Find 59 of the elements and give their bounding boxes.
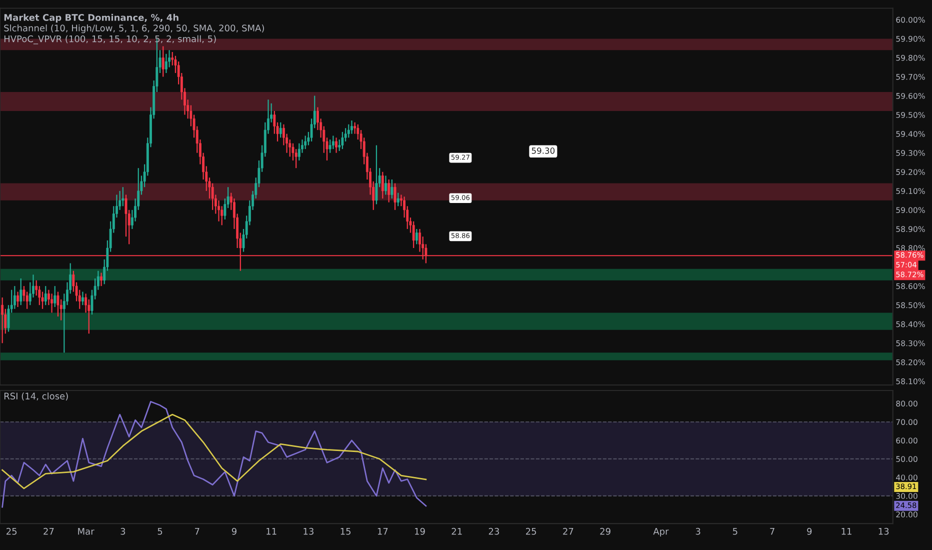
x-tick-label: 7 (770, 528, 774, 535)
x-tick-label: 3 (120, 528, 126, 535)
x-tick-label: 3 (696, 528, 700, 535)
x-tick-label: Mar (78, 528, 94, 535)
candlestick (162, 46, 164, 78)
text: Slchannel (10, High/Low, 5, 1, 6, 290, 50, SMA, 200, SMA) HVPoC_VPVR (100, 15, 15, 10, 2, 5, 2, small, 5) (4, 24, 264, 44)
x-tick-label: 11 (266, 528, 276, 535)
x-tick-label: 13 (304, 528, 314, 535)
candlestick (388, 178, 390, 203)
candlestick (350, 120, 353, 134)
x-tick-label: 17 (378, 528, 388, 535)
candlestick (279, 122, 282, 138)
candlestick (56, 291, 60, 318)
x-tick-label: 25 (6, 528, 17, 535)
candlestick (384, 175, 387, 196)
candlestick (122, 186, 124, 207)
candlestick (54, 286, 56, 308)
x-tick-label: Apr (653, 528, 669, 537)
x-tick-label: 15 (340, 528, 350, 535)
x-tick-label: 11 (842, 528, 852, 535)
candlestick (381, 171, 384, 200)
candlestick (13, 286, 16, 310)
candlestick (375, 144, 378, 205)
annotation: 59.30 (532, 148, 555, 154)
x-tick-label: 13 (878, 528, 889, 535)
candlestick (341, 131, 344, 150)
candlestick (81, 291, 84, 306)
x-tick-label: 9 (232, 528, 236, 535)
candlestick (390, 178, 394, 200)
x-tick-label: 21 (452, 528, 462, 535)
candlestick (347, 124, 350, 138)
chart-title: RSI (14, close) (4, 392, 68, 401)
candlestick (50, 293, 54, 314)
x-tick-label: 27 (563, 528, 574, 535)
x-tick-label: 27 (44, 528, 54, 535)
x-tick-label: 5 (732, 528, 738, 535)
x-tick-label: 25 (526, 528, 536, 535)
candlestick (396, 192, 400, 207)
text: Market Cap BTC Dominance, %, 4h (4, 14, 178, 23)
candlestick (16, 291, 20, 308)
x-tick-label: 19 (415, 528, 425, 535)
candlestick (415, 228, 418, 245)
candlestick (332, 135, 334, 150)
candlestick (335, 137, 338, 154)
candlestick (304, 135, 307, 150)
candlestick (44, 286, 47, 306)
candlestick (100, 272, 102, 287)
candlestick (328, 138, 332, 154)
candlestick (20, 278, 22, 306)
candlestick (1, 296, 4, 344)
candlestick (394, 182, 396, 210)
x-tick-label: 5 (158, 528, 162, 535)
x-tick-label: 9 (807, 528, 812, 535)
x-tick-label: 23 (488, 528, 499, 535)
candlestick (164, 53, 168, 74)
candlestick (298, 142, 300, 162)
candlestick (412, 220, 415, 249)
x-tick-label: 29 (600, 528, 610, 535)
x-tick-label: 7 (194, 528, 200, 535)
